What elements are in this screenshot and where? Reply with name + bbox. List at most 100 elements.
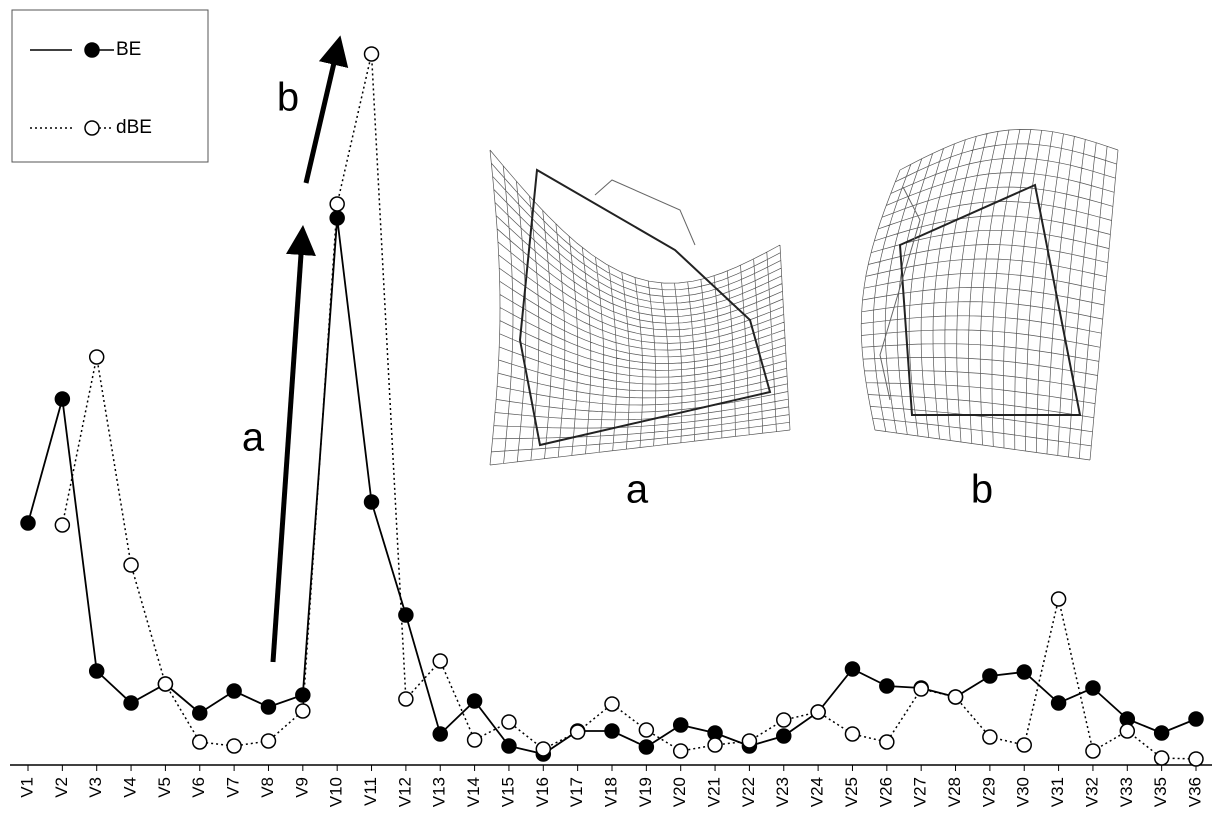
x-tick-label: V22 <box>739 777 758 807</box>
series-line <box>61 53 1197 760</box>
data-point <box>604 723 620 739</box>
x-tick-label: V1 <box>17 777 36 798</box>
x-tick-label: V15 <box>498 777 517 807</box>
insets <box>489 129 1119 466</box>
x-tick-label: V20 <box>670 777 689 807</box>
data-point <box>398 607 414 623</box>
data-point <box>295 703 311 719</box>
x-tick-label: V32 <box>1082 777 1101 807</box>
data-point <box>88 663 105 679</box>
legend-marker <box>84 120 100 136</box>
data-point <box>157 676 174 692</box>
data-point <box>54 391 71 407</box>
x-tick-label: V24 <box>808 777 827 807</box>
x-tick-label: V4 <box>121 777 140 798</box>
x-tick-label: V6 <box>189 777 208 798</box>
data-point <box>672 717 689 733</box>
data-point <box>982 729 998 745</box>
data-point <box>638 722 655 738</box>
data-point <box>192 705 208 721</box>
inset-caption-b: b <box>971 468 993 512</box>
data-point <box>123 695 139 711</box>
landmark-ghost <box>594 179 696 246</box>
data-point <box>810 704 826 720</box>
x-tick-label: V8 <box>258 777 277 798</box>
data-point <box>844 726 861 742</box>
inset-caption-a: a <box>626 468 649 512</box>
data-point <box>535 741 552 757</box>
x-tick-label: V10 <box>327 777 346 807</box>
x-tick-label: V5 <box>155 777 174 798</box>
data-point <box>88 349 105 365</box>
legend-box <box>11 9 209 163</box>
data-point <box>569 724 586 740</box>
landmark-ghost <box>879 186 921 401</box>
x-tick-label: V11 <box>361 777 380 806</box>
data-point <box>947 689 964 705</box>
data-point <box>1085 680 1101 696</box>
landmark-outline <box>518 168 772 447</box>
arrow-b <box>303 35 349 184</box>
deformation-grid <box>489 149 791 466</box>
x-tick-label: V3 <box>86 777 105 798</box>
data-point <box>982 668 998 684</box>
data-point <box>398 691 414 707</box>
data-point <box>1085 743 1101 759</box>
x-tick-label: V36 <box>1185 777 1204 807</box>
x-tick-label: V26 <box>876 777 895 807</box>
data-point <box>1188 711 1204 727</box>
data-point <box>466 693 483 709</box>
data-point <box>295 687 311 703</box>
x-tick-label: V27 <box>911 777 930 807</box>
data-point <box>54 517 71 533</box>
x-tick-label: V12 <box>395 777 414 807</box>
arrow-a <box>270 225 316 663</box>
data-point <box>432 653 448 669</box>
data-point <box>1016 737 1032 753</box>
x-tick-label: V31 <box>1048 777 1067 807</box>
data-point <box>1153 750 1170 766</box>
legend-label: BE <box>116 39 141 60</box>
data-point <box>879 678 895 694</box>
data-point <box>1050 591 1067 607</box>
x-tick-label: V17 <box>567 777 586 807</box>
x-tick-label: V35 <box>1151 777 1170 807</box>
x-tick-label: V28 <box>945 777 964 807</box>
data-point <box>913 681 929 697</box>
data-point <box>192 734 208 750</box>
data-point <box>707 737 723 753</box>
x-tick-label: V7 <box>224 777 243 798</box>
x-tick-label: V25 <box>842 777 861 807</box>
data-point <box>329 196 345 212</box>
data-point <box>363 494 380 510</box>
x-tick-label: V19 <box>636 777 655 807</box>
x-tick-label: V29 <box>979 777 998 807</box>
deformation-grid <box>860 129 1119 461</box>
data-point <box>501 714 517 730</box>
data-point <box>226 738 242 754</box>
x-tick-label: V33 <box>1117 777 1136 807</box>
x-tick-label: V14 <box>464 777 483 807</box>
data-point <box>1188 751 1204 767</box>
x-tick-label: V9 <box>292 777 311 798</box>
x-tick-label: V16 <box>533 777 552 807</box>
x-tick-label: V18 <box>601 777 620 807</box>
data-point <box>226 683 242 699</box>
data-point <box>776 712 792 728</box>
data-point <box>672 743 689 759</box>
data-point <box>260 733 277 749</box>
x-tick-label: V2 <box>52 777 71 798</box>
data-point <box>1119 723 1136 739</box>
data-point <box>20 515 36 531</box>
x-tick-label: V30 <box>1014 777 1033 807</box>
data-point <box>1153 725 1170 741</box>
data-point <box>741 733 758 749</box>
landmark-outline <box>898 183 1082 416</box>
data-point <box>501 738 517 754</box>
data-point <box>879 734 895 750</box>
legend-label: dBE <box>116 117 152 138</box>
data-point <box>363 46 380 62</box>
data-point <box>432 726 448 742</box>
data-point <box>1050 695 1067 711</box>
